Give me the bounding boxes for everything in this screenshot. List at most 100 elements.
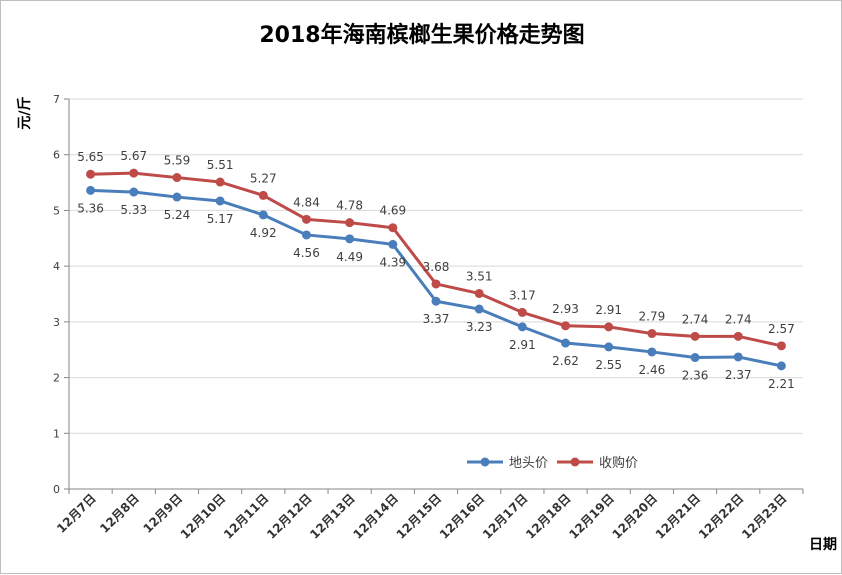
x-tick-label: 12月12日 <box>264 491 314 541</box>
x-tick-label: 12月10日 <box>178 491 228 541</box>
x-tick-label: 12月18日 <box>523 491 573 541</box>
data-point <box>690 331 700 341</box>
data-point <box>561 338 571 348</box>
data-label: 2.21 <box>768 377 795 391</box>
x-axis-label: 日期 <box>809 537 837 553</box>
legend-label: 地头价 <box>509 456 548 471</box>
data-point <box>301 214 311 224</box>
x-tick-label: 12月22日 <box>696 491 746 541</box>
data-label: 3.23 <box>466 320 493 334</box>
series-line-0 <box>90 188 782 368</box>
data-label: 4.78 <box>336 199 363 213</box>
data-point <box>517 322 527 332</box>
data-label: 5.65 <box>77 150 104 164</box>
y-tick-label: 3 <box>53 316 60 329</box>
data-label: 5.59 <box>164 154 191 168</box>
data-point <box>431 279 441 289</box>
data-point <box>172 173 182 183</box>
legend-marker <box>480 457 490 467</box>
data-label: 5.67 <box>120 149 147 163</box>
y-tick-label: 0 <box>53 483 60 496</box>
data-label: 2.36 <box>682 369 709 383</box>
x-tick-label: 12月11日 <box>221 491 271 541</box>
data-label: 5.33 <box>120 203 147 217</box>
data-point <box>215 196 225 206</box>
x-tick-label: 12月23日 <box>739 491 789 541</box>
data-label: 5.24 <box>164 208 191 222</box>
data-point <box>474 288 484 298</box>
data-point <box>129 187 139 197</box>
x-tick-label: 12月21日 <box>653 491 703 541</box>
chart-title: 2018年海南槟榔生果价格走势图 <box>259 23 585 48</box>
data-label: 2.62 <box>552 354 579 368</box>
y-tick-label: 5 <box>53 204 60 217</box>
x-tick-label: 12月20日 <box>610 491 660 541</box>
x-tick-label: 12月14日 <box>350 491 400 541</box>
y-tick-label: 1 <box>53 427 60 440</box>
data-point <box>129 168 139 178</box>
x-tick-label: 12月9日 <box>140 491 185 536</box>
data-label: 2.79 <box>639 310 666 324</box>
data-point <box>733 331 743 341</box>
data-label: 3.37 <box>423 312 450 326</box>
data-label: 4.56 <box>293 246 320 260</box>
data-label: 2.46 <box>639 363 666 377</box>
x-tick-label: 12月13日 <box>307 491 357 541</box>
x-tick-label: 12月16日 <box>437 491 487 541</box>
data-label: 3.17 <box>509 288 536 302</box>
data-point <box>604 342 614 352</box>
y-tick-label: 4 <box>53 260 60 273</box>
y-tick-label: 7 <box>53 93 60 106</box>
x-tick-label: 12月17日 <box>480 491 530 541</box>
data-label: 2.74 <box>725 312 752 326</box>
data-label: 3.68 <box>423 260 450 274</box>
data-point <box>172 192 182 202</box>
data-point <box>258 210 268 220</box>
legend-label: 收购价 <box>599 455 638 471</box>
y-tick-label: 6 <box>53 149 60 162</box>
data-label: 2.37 <box>725 368 752 382</box>
data-label: 5.36 <box>77 201 104 215</box>
data-label: 2.74 <box>682 312 709 326</box>
data-label: 4.39 <box>379 255 406 269</box>
data-point <box>647 347 657 357</box>
data-point <box>604 322 614 332</box>
data-point <box>517 307 527 317</box>
data-label: 2.91 <box>595 303 622 317</box>
data-point <box>561 321 571 331</box>
x-tick-label: 12月8日 <box>97 491 142 536</box>
data-point <box>345 234 355 244</box>
data-label: 4.84 <box>293 195 320 209</box>
legend-marker <box>570 457 580 467</box>
data-label: 2.57 <box>768 322 795 336</box>
data-point <box>776 341 786 351</box>
data-point <box>258 190 268 200</box>
data-point <box>690 353 700 363</box>
data-label: 2.93 <box>552 302 579 316</box>
y-tick-label: 2 <box>53 372 60 385</box>
data-point <box>86 185 96 195</box>
data-label: 4.92 <box>250 226 277 240</box>
data-point <box>388 239 398 249</box>
data-label: 4.69 <box>379 204 406 218</box>
data-point <box>647 329 657 339</box>
data-label: 5.27 <box>250 171 277 185</box>
data-point <box>215 177 225 187</box>
data-label: 3.51 <box>466 269 493 283</box>
data-point <box>301 230 311 240</box>
data-point <box>86 169 96 179</box>
data-label: 2.91 <box>509 338 536 352</box>
data-label: 5.51 <box>207 158 234 172</box>
data-label: 4.49 <box>336 250 363 264</box>
data-point <box>345 218 355 228</box>
data-label: 5.17 <box>207 212 234 226</box>
data-point <box>733 352 743 362</box>
y-axis-label: 元/斤 <box>16 96 33 129</box>
data-label: 2.55 <box>595 358 622 372</box>
x-tick-label: 12月15日 <box>394 491 444 541</box>
x-tick-label: 12月19日 <box>566 491 616 541</box>
data-point <box>388 223 398 233</box>
x-tick-label: 12月7日 <box>54 491 99 536</box>
